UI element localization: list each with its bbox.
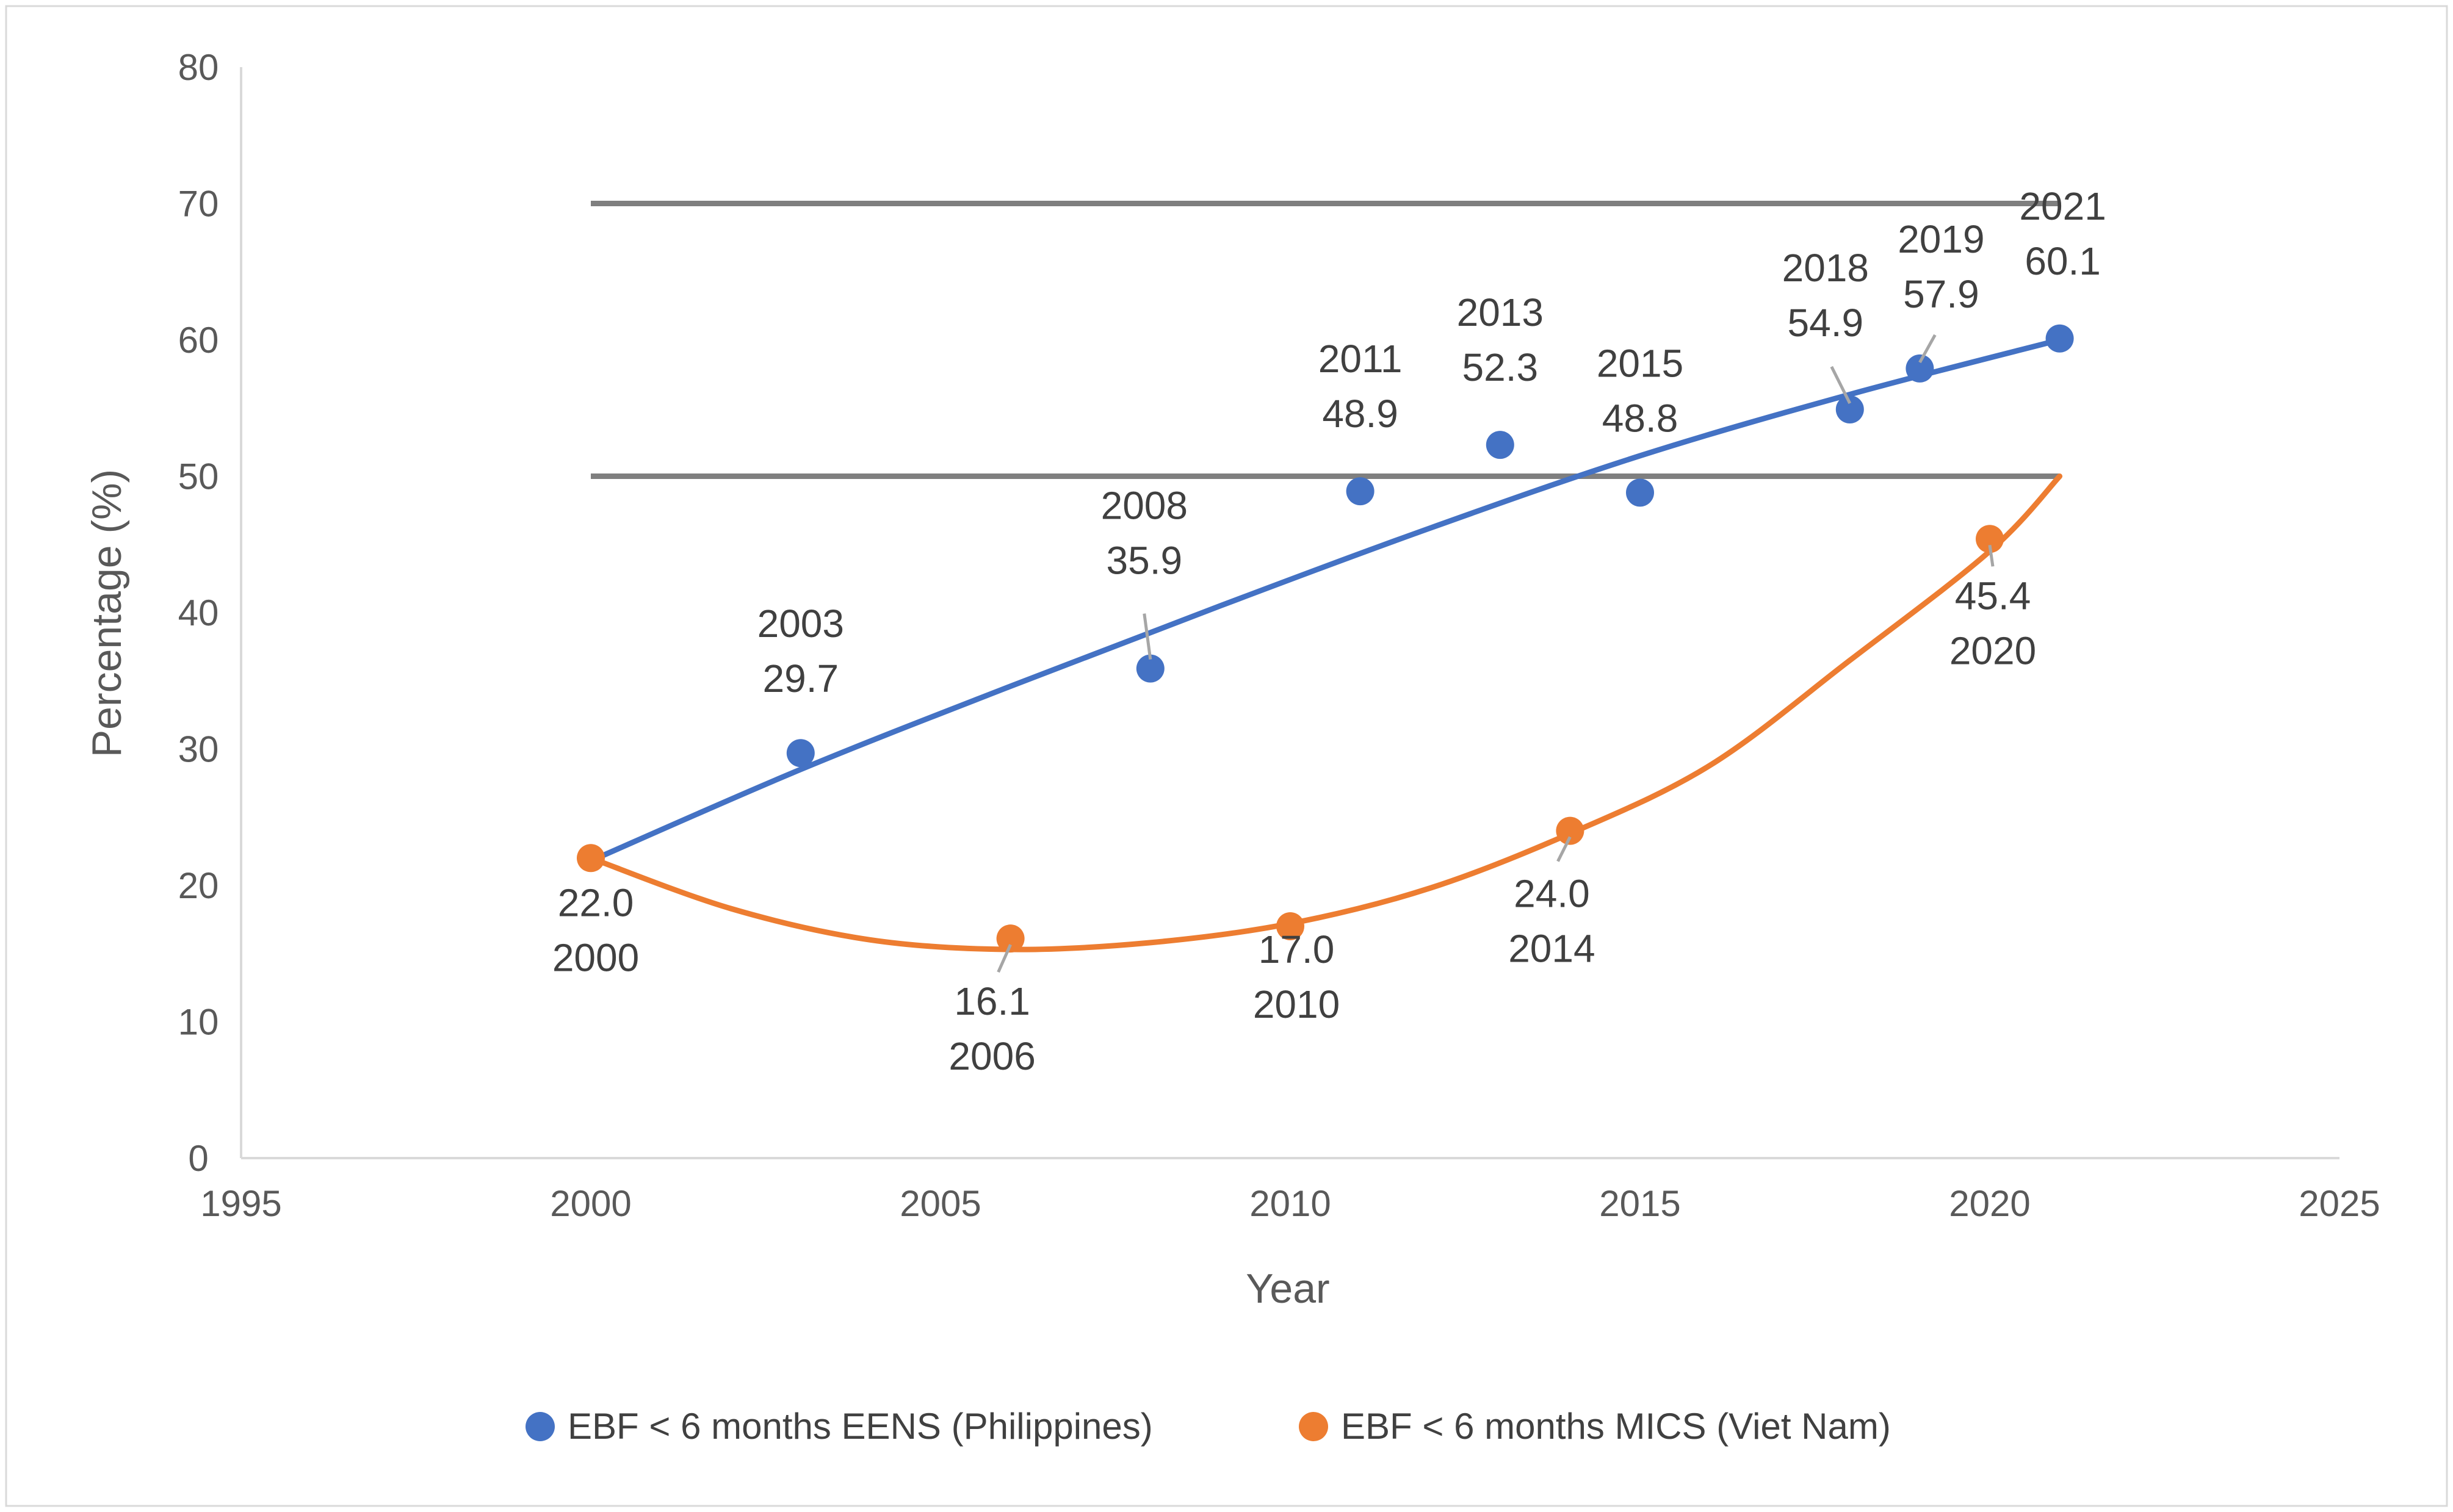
point-vietnam-2006 [996,924,1025,953]
y-tick-label-20: 20 [178,865,219,906]
label-value-philippines-2011: 48.9 [1322,392,1398,436]
point-vietnam-2014 [1556,816,1584,845]
label-value-philippines-2019: 57.9 [1903,272,1979,316]
y-tick-label-0: 0 [188,1138,208,1179]
x-tick-label-2015: 2015 [1599,1183,1680,1224]
leader-vietnam-2006 [997,944,1012,973]
trendline-philippines [588,337,2063,864]
label-year-philippines-2019: 2019 [1898,217,1984,261]
label-year-vietnam-2006: 2006 [948,1034,1035,1078]
point-philippines-2011 [1346,477,1375,506]
y-tick-label-70: 70 [178,184,219,225]
label-year-philippines-2015: 2015 [1597,341,1683,385]
point-philippines-2008 [1136,654,1165,683]
label-year-philippines-2013: 2013 [1457,290,1544,334]
label-year-vietnam-2010: 2010 [1253,982,1340,1026]
point-philippines-2019 [1906,354,1934,383]
label-year-vietnam-2014: 2014 [1508,927,1595,971]
leader-philippines-2008 [1143,613,1152,660]
label-value-vietnam-2020: 45.4 [1955,574,2031,617]
label-value-philippines-2003: 29.7 [763,657,839,700]
x-tick-label-2005: 2005 [900,1183,981,1224]
label-value-philippines-2018: 54.9 [1788,301,1864,345]
label-value-philippines-2015: 48.8 [1602,396,1678,440]
label-year-philippines-2018: 2018 [1782,246,1869,290]
label-year-vietnam-2000: 2000 [552,935,639,979]
legend-label-philippines: EBF < 6 months EENS (Philippines) [568,1406,1153,1447]
point-philippines-2021 [2045,324,2074,353]
label-year-philippines-2003: 2003 [757,602,844,646]
point-vietnam-2000 [577,844,605,873]
label-year-vietnam-2020: 2020 [1949,628,2036,672]
y-tick-label-80: 80 [178,47,219,88]
label-year-philippines-2021: 2021 [2019,184,2106,228]
legend-marker-philippines [526,1412,555,1441]
y-tick-label-50: 50 [178,456,219,497]
y-axis-title: Percentage (%) [84,469,130,757]
chart-frame [5,5,2448,1507]
point-philippines-2013 [1486,431,1514,459]
leader-philippines-2018 [1830,365,1852,405]
x-tick-label-2025: 2025 [2299,1183,2380,1224]
point-philippines-2018 [1835,395,1864,423]
label-value-philippines-2008: 35.9 [1107,539,1183,583]
label-value-philippines-2021: 60.1 [2025,239,2101,283]
x-tick-label-2010: 2010 [1249,1183,1331,1224]
label-value-vietnam-2000: 22.0 [558,880,634,924]
leader-philippines-2019 [1918,334,1937,364]
legend: EBF < 6 months EENS (Philippines) EBF < … [526,1406,1891,1447]
x-tick-label-2000: 2000 [550,1183,631,1224]
label-value-vietnam-2010: 17.0 [1259,927,1335,971]
point-philippines-2003 [786,739,815,768]
legend-marker-vietnam [1299,1412,1328,1441]
label-value-vietnam-2006: 16.1 [954,979,1030,1023]
leader-vietnam-2014 [1556,836,1572,862]
y-tick-label-40: 40 [178,592,219,633]
point-philippines-2015 [1626,478,1654,507]
trendline-vietnam [588,473,2063,952]
label-year-philippines-2008: 2008 [1101,484,1188,528]
y-tick-label-10: 10 [178,1002,219,1043]
point-vietnam-2010 [1276,912,1304,941]
leader-vietnam-2020 [1988,544,1995,567]
legend-label-vietnam: EBF < 6 months MICS (Viet Nam) [1341,1406,1891,1447]
x-tick-label-2020: 2020 [1949,1183,2030,1224]
label-value-vietnam-2014: 24.0 [1514,872,1590,916]
label-value-philippines-2013: 52.3 [1462,345,1539,389]
x-tick-label-1995: 1995 [200,1183,281,1224]
x-axis-title: Year [1246,1265,1329,1312]
point-vietnam-2020 [1976,525,2004,553]
y-tick-label-60: 60 [178,320,219,361]
label-year-philippines-2011: 2011 [1318,337,1403,381]
y-tick-label-30: 30 [178,729,219,770]
